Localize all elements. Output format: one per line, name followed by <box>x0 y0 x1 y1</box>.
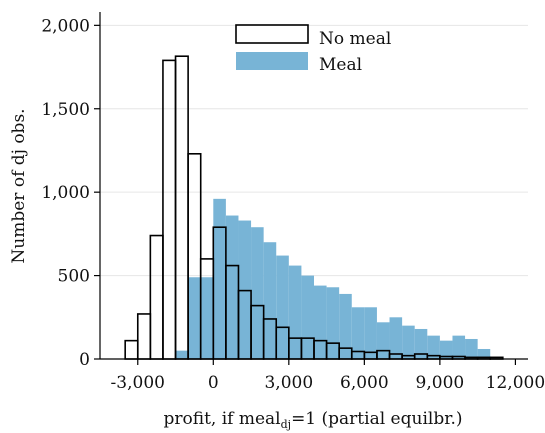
meal-bar-13 <box>339 293 352 359</box>
legend-swatch-meal <box>236 52 308 70</box>
no-meal-bar-0 <box>124 339 139 360</box>
x-axis-title-subscript: dj <box>281 418 291 431</box>
y-tick-label-4: 2,000 <box>41 16 90 36</box>
meal-bar-21 <box>439 340 453 359</box>
meal-bar-9 <box>288 265 302 359</box>
meal-bar-23 <box>465 338 478 359</box>
x-tick-label-0: -3,000 <box>111 373 165 393</box>
meal-bar-14 <box>351 307 365 359</box>
meal-bar-1 <box>188 277 201 359</box>
no-meal-bar-2 <box>149 234 164 360</box>
meal-bar-12 <box>326 287 340 359</box>
meal-bar-7 <box>263 242 277 359</box>
meal-bar-18 <box>402 325 415 359</box>
meal-bar-10 <box>301 275 314 359</box>
meal-bar-20 <box>427 335 440 359</box>
x-axis-title-main: profit, if meal <box>164 409 281 429</box>
legend: No meal Meal <box>235 24 391 75</box>
meal-bar-4 <box>225 215 239 359</box>
no-meal-bar-4 <box>174 55 189 360</box>
meal-bar-16 <box>376 322 390 359</box>
meal-bar-22 <box>452 335 466 359</box>
x-axis-ticks: -3,000 0 3,000 6,000 9,000 12,000 <box>111 359 545 393</box>
legend-swatch-no-meal <box>235 24 309 44</box>
meal-bar-24 <box>477 348 491 359</box>
meal-bar-5 <box>238 220 252 359</box>
y-axis-ticks: 0 500 1,000 1,500 2,000 <box>41 16 100 370</box>
legend-label-no-meal: No meal <box>319 29 391 49</box>
y-tick-label-0: 0 <box>79 350 90 370</box>
x-tick-label-3: 6,000 <box>340 373 389 393</box>
y-axis-title: Number of dj obs. <box>9 108 29 263</box>
meal-bar-0 <box>175 350 189 359</box>
meal-bar-8 <box>276 255 289 359</box>
meal-bar-2 <box>200 277 214 359</box>
no-meal-bars <box>124 55 504 360</box>
x-tick-label-4: 9,000 <box>416 373 465 393</box>
meal-bar-3 <box>213 198 226 359</box>
meal-bar-11 <box>314 285 327 359</box>
no-meal-bar-3 <box>162 59 177 360</box>
y-tick-label-1: 500 <box>58 267 90 287</box>
meal-bar-15 <box>364 307 377 359</box>
x-axis-title: profit, if mealdj=1 (partial equilbr.) <box>164 409 463 431</box>
x-tick-label-5: 12,000 <box>486 373 545 393</box>
x-axis-title-suffix: =1 (partial equilbr.) <box>291 409 462 429</box>
x-tick-label-2: 3,000 <box>264 373 313 393</box>
y-tick-label-3: 1,500 <box>41 100 90 120</box>
meal-bar-17 <box>389 317 403 359</box>
meal-bar-19 <box>414 328 428 359</box>
axes <box>99 12 528 360</box>
legend-label-meal: Meal <box>319 55 362 75</box>
meal-bar-6 <box>251 227 264 359</box>
x-tick-label-1: 0 <box>208 373 219 393</box>
no-meal-bar-1 <box>136 313 152 360</box>
y-tick-label-2: 1,000 <box>41 183 90 203</box>
meal-bars <box>175 198 491 359</box>
